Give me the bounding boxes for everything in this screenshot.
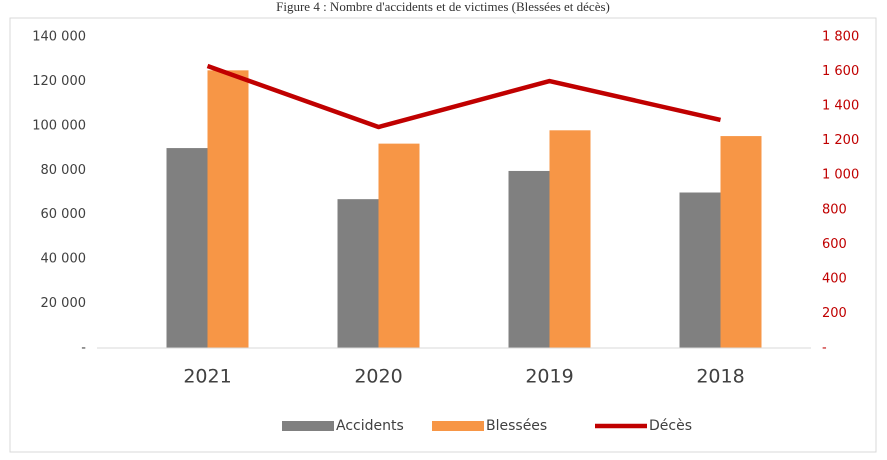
legend-swatch (432, 421, 484, 431)
y2-tick-label: 600 (822, 237, 847, 252)
y2-tick-label: 1 200 (822, 133, 859, 148)
x-tick-label: 2021 (183, 366, 231, 388)
y-tick-label: 60 000 (41, 207, 87, 222)
legend-swatch (282, 421, 334, 431)
bar (166, 148, 208, 348)
y-tick-label: 140 000 (32, 30, 86, 45)
bar (337, 199, 379, 348)
y-tick-label: - (81, 341, 86, 356)
bar (508, 170, 550, 348)
y-tick-label: 120 000 (32, 74, 86, 89)
bar (378, 143, 420, 348)
legend-label: Décès (649, 418, 692, 434)
legend-label: Accidents (336, 418, 404, 434)
y2-tick-label: - (822, 341, 827, 356)
x-tick-label: 2018 (696, 366, 744, 388)
y-tick-label: 100 000 (32, 118, 86, 133)
y2-tick-label: 1 600 (822, 64, 859, 79)
chart-title: Figure 4 : Nombre d'accidents et de vict… (276, 0, 610, 14)
y-tick-label: 40 000 (41, 252, 87, 267)
bar (549, 130, 591, 348)
x-tick-label: 2020 (354, 366, 402, 388)
bar (720, 136, 762, 348)
y2-tick-label: 1 400 (822, 99, 859, 114)
y2-tick-label: 200 (822, 306, 847, 321)
line-series (206, 63, 721, 130)
y2-tick-label: 1 800 (822, 30, 859, 45)
y2-tick-label: 800 (822, 202, 847, 217)
bar (679, 192, 721, 348)
y-tick-label: 20 000 (41, 296, 87, 311)
y2-tick-label: 400 (822, 271, 847, 286)
x-tick-label: 2019 (525, 366, 573, 388)
y-tick-label: 80 000 (41, 163, 87, 178)
legend-label: Blessées (486, 418, 547, 434)
bar (207, 70, 249, 349)
y2-tick-label: 1 000 (822, 168, 859, 183)
